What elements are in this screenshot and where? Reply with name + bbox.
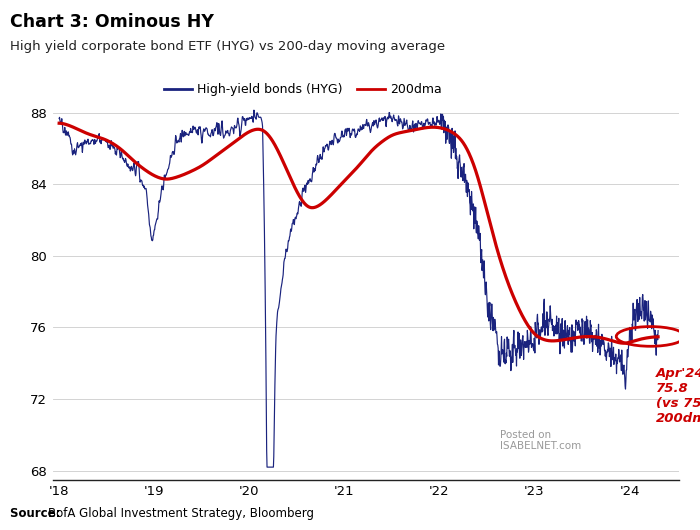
Text: Source:: Source: — [10, 507, 65, 520]
Text: Posted on
ISABELNET.com: Posted on ISABELNET.com — [500, 430, 582, 452]
Text: High yield corporate bond ETF (HYG) vs 200-day moving average: High yield corporate bond ETF (HYG) vs 2… — [10, 40, 446, 53]
Text: Apr'24
75.8
(vs 75.5
200dma): Apr'24 75.8 (vs 75.5 200dma) — [656, 367, 700, 425]
Legend: High-yield bonds (HYG), 200dma: High-yield bonds (HYG), 200dma — [164, 83, 442, 96]
Text: BofA Global Investment Strategy, Bloomberg: BofA Global Investment Strategy, Bloombe… — [48, 507, 314, 520]
Text: Chart 3: Ominous HY: Chart 3: Ominous HY — [10, 13, 214, 31]
